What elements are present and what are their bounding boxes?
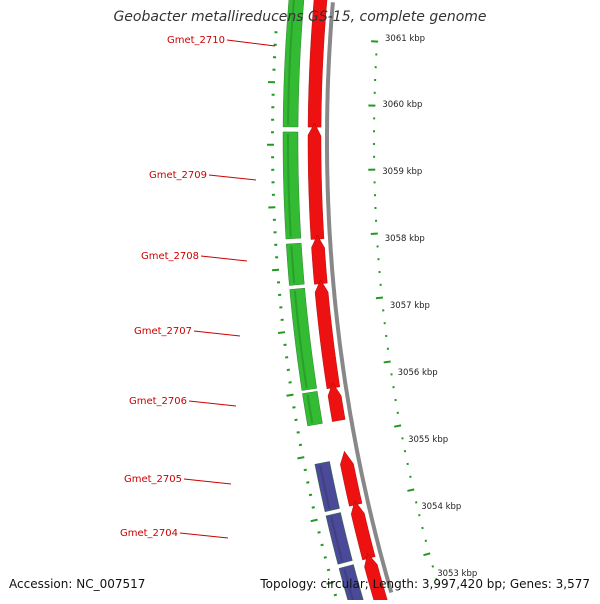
- inner-tick: [299, 445, 302, 446]
- inner-tick: [306, 482, 309, 483]
- inner-tick: [309, 495, 312, 496]
- gene-label-gmet_2705: Gmet_2705: [124, 474, 182, 485]
- scale-tick: [376, 298, 383, 299]
- inner-tick: [334, 595, 337, 596]
- inner-tick: [321, 545, 324, 546]
- cds-reverse-2: [312, 235, 328, 284]
- inner-tick: [295, 420, 298, 421]
- cds-reverse-4: [328, 383, 345, 422]
- gene-label-gmet_2709: Gmet_2709: [149, 170, 207, 181]
- gene-label-gmet_2708: Gmet_2708: [141, 251, 199, 262]
- scale-tick: [432, 566, 434, 567]
- cds-forward-6: [326, 512, 352, 564]
- scale-label: 3055 kbp: [408, 435, 448, 445]
- inner-tick: [272, 270, 279, 271]
- inner-tick: [327, 570, 330, 571]
- scale-label: 3054 kbp: [421, 502, 461, 512]
- scale-tick: [384, 361, 391, 362]
- gene-label-gmet_2710: Gmet_2710: [167, 35, 225, 46]
- scale-label: 3058 kbp: [385, 234, 425, 244]
- gene-leader-line: [184, 479, 231, 484]
- cds-forward-1: [283, 132, 301, 239]
- cds-reverse-1: [308, 123, 324, 239]
- inner-tick: [318, 532, 321, 533]
- scale-tick: [425, 541, 427, 542]
- inner-tick: [304, 470, 307, 471]
- inner-tick: [312, 507, 315, 508]
- accession-text: Accession: NC_007517: [9, 577, 145, 591]
- inner-tick: [297, 432, 300, 433]
- gene-leader-line: [180, 533, 228, 538]
- cds-forward-3: [290, 288, 317, 390]
- gene-label-gmet_2706: Gmet_2706: [129, 396, 187, 407]
- gene-leader-line: [189, 401, 236, 406]
- inner-tick: [278, 332, 285, 333]
- gene-leader-line: [227, 40, 275, 46]
- gene-leader-line: [194, 331, 240, 336]
- scale-label: 3057 kbp: [390, 301, 430, 311]
- gene-leader-line: [201, 256, 247, 261]
- gene-label-gmet_2704: Gmet_2704: [120, 528, 178, 539]
- inner-tick: [311, 520, 318, 522]
- cds-forward-2: [286, 243, 304, 285]
- gene-leader-line: [209, 175, 256, 180]
- gene-label-gmet_2707: Gmet_2707: [134, 326, 192, 337]
- cds-forward-5: [315, 461, 340, 511]
- scale-label: 3056 kbp: [398, 368, 438, 378]
- scale-tick: [423, 553, 430, 555]
- scale-label: 3059 kbp: [382, 167, 422, 177]
- scale-tick: [394, 425, 401, 426]
- topology-text: Topology: circular; Length: 3,997,420 bp…: [260, 577, 590, 591]
- scale-label: 3060 kbp: [382, 100, 422, 110]
- inner-tick: [297, 457, 304, 458]
- inner-tick: [287, 395, 294, 396]
- scale-label: 3061 kbp: [385, 34, 425, 44]
- inner-tick: [324, 557, 327, 558]
- genome-title: Geobacter metallireducens GS-15, complet…: [0, 9, 600, 25]
- scale-tick: [407, 489, 414, 491]
